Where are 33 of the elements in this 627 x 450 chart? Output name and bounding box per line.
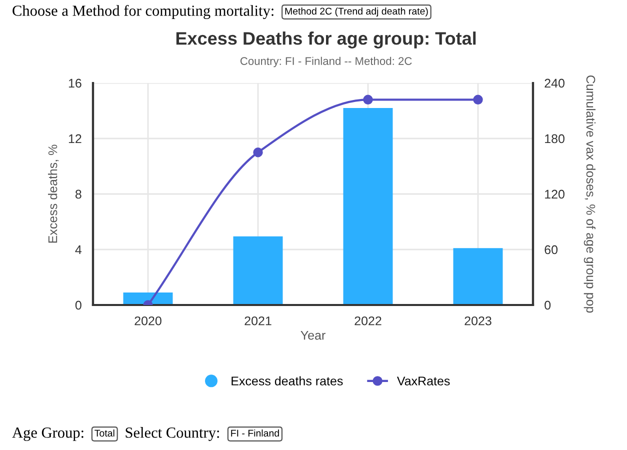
point: [253, 148, 263, 158]
y-tick-label: 0: [75, 300, 82, 310]
x-tick-label: 2022: [354, 316, 382, 326]
point: [473, 94, 483, 105]
x-axis-title: Year: [300, 331, 326, 340]
x-tick-label: 2021: [244, 316, 272, 326]
bar: [233, 236, 283, 305]
text: Method 2C (Trend adj death rate): [285, 7, 428, 17]
text: Select Country:: [126, 427, 219, 441]
y2-axis-title: Cumulative vax doses, % of age group pop: [584, 75, 596, 313]
y-tick-label: 16: [68, 78, 82, 88]
legend-label: VaxRates: [396, 376, 450, 386]
legend-label: Excess deaths rates: [232, 376, 343, 386]
text: Age Group:: [12, 428, 84, 441]
y2-tick-label: 180: [545, 134, 564, 144]
y-tick-label: 8: [75, 190, 82, 199]
text: FI - Finland: [231, 429, 279, 437]
chart-subtitle: Country: FI - Finland -- Method: 2C: [240, 56, 412, 68]
bar: [343, 108, 393, 305]
y2-tick-label: 0: [544, 300, 551, 310]
text: Choose a Method for computing mortality:: [12, 4, 274, 20]
text: Total: [94, 429, 114, 437]
bar: [453, 248, 503, 305]
chart-title: Excess Deaths for age group: Total: [176, 32, 476, 48]
y2-tick-label: 60: [544, 245, 558, 254]
y-tick-label: 12: [68, 134, 82, 144]
y-tick-label: 4: [75, 245, 82, 254]
point: [363, 94, 373, 105]
y2-tick-label: 120: [545, 190, 564, 199]
y2-tick-label: 240: [544, 78, 564, 88]
y-axis-title: Excess deaths, %: [48, 144, 59, 243]
x-tick-label: 2023: [464, 316, 492, 326]
x-tick-label: 2020: [134, 316, 162, 326]
